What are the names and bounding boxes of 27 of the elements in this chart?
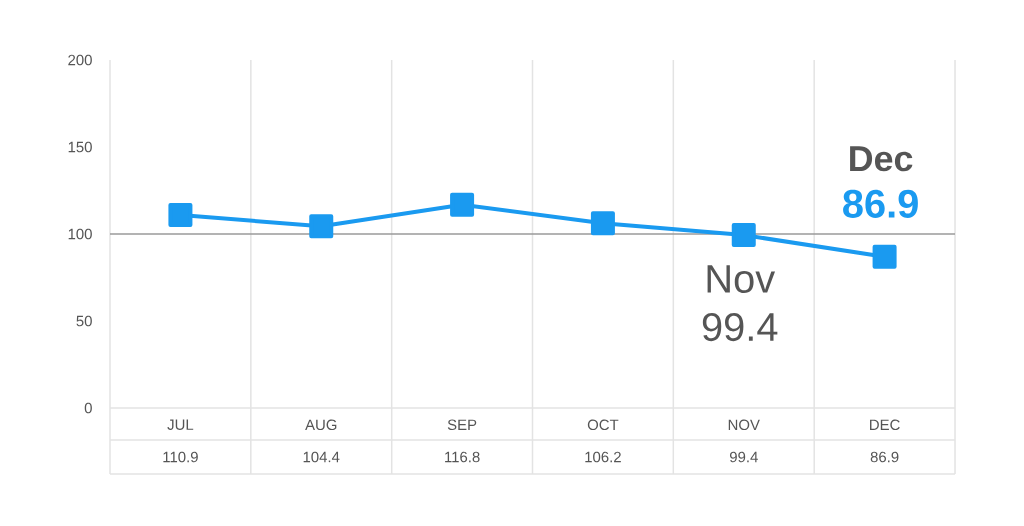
data-label: 110.9 [163, 451, 198, 463]
annotation: Nov [707, 265, 776, 293]
annotation: 99.4 [702, 312, 778, 342]
x-tick-label: OCT [587, 419, 619, 431]
y-tick-label: 0 [84, 402, 92, 414]
x-tick-label: SEP [447, 419, 477, 431]
x-tick-label: JUL [167, 419, 194, 430]
y-tick-label: 200 [68, 54, 92, 66]
point [872, 244, 897, 269]
point [168, 203, 193, 228]
x-tick-label: DEC [870, 419, 900, 431]
data-label: 99.4 [729, 451, 758, 463]
data-label: 86.9 [870, 451, 899, 463]
y-tick-label: 50 [76, 315, 92, 327]
y-tick-label: 100 [68, 228, 92, 240]
point [590, 211, 615, 236]
y-tick-label: 150 [68, 141, 92, 153]
data-label: 106.2 [585, 451, 621, 463]
point [450, 192, 475, 217]
point [731, 223, 756, 248]
annotation: 86.9 [843, 189, 918, 218]
data-label: 104.4 [303, 451, 340, 463]
annotation: Dec [850, 146, 913, 172]
point [309, 214, 334, 239]
x-tick-label: AUG [305, 419, 337, 431]
x-tick-label: NOV [728, 419, 760, 431]
data-label: 116.8 [445, 451, 480, 463]
